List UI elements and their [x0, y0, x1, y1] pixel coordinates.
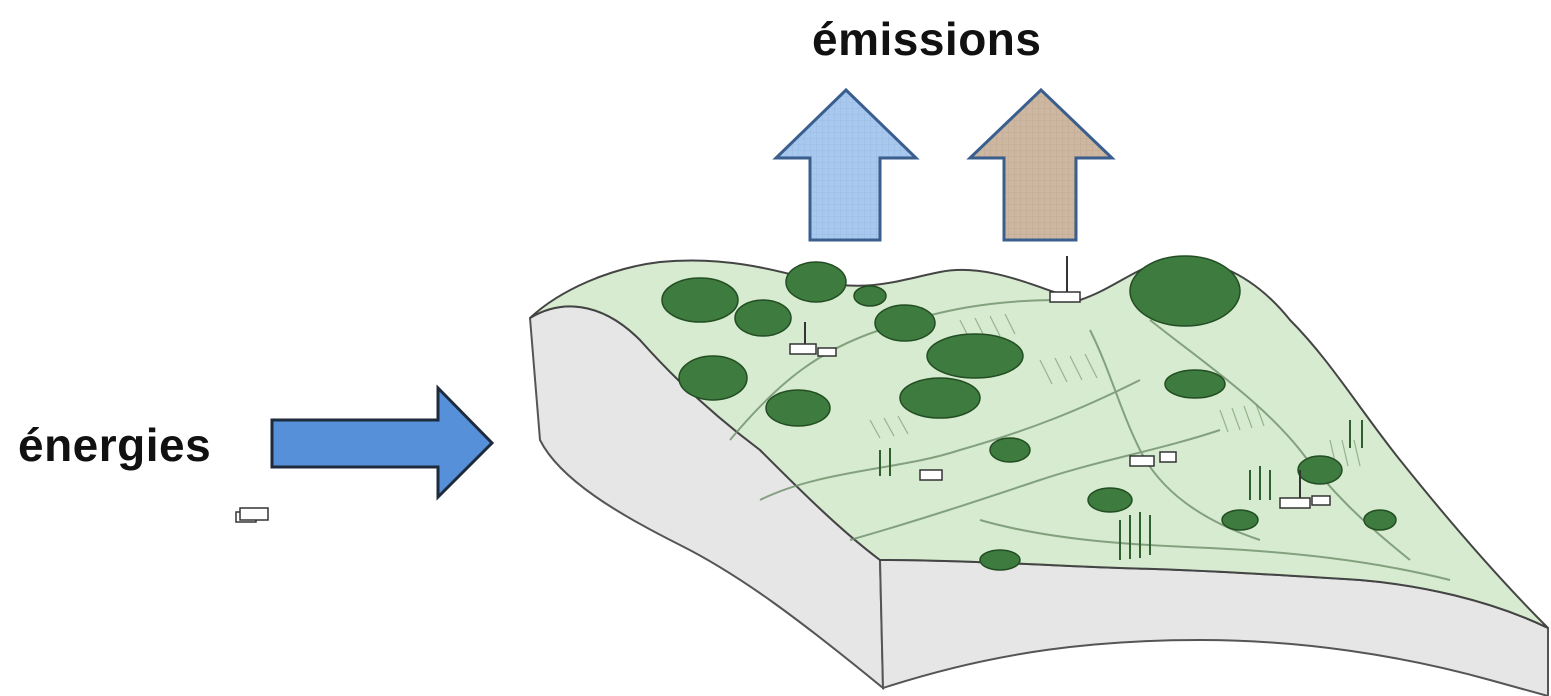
- energy-input-arrow: [270, 384, 495, 501]
- emissions-label: émissions: [812, 13, 1042, 65]
- church-spires: [804, 256, 1301, 498]
- villages: [235, 291, 1331, 523]
- emission-arrow-brown: [966, 87, 1116, 242]
- terrain-top-surface: [529, 258, 1549, 629]
- energies-label: énergies: [18, 419, 212, 471]
- tree-clumps: [661, 255, 1397, 571]
- forest-rows: [879, 420, 1363, 560]
- emission-arrow-blue: [772, 87, 920, 242]
